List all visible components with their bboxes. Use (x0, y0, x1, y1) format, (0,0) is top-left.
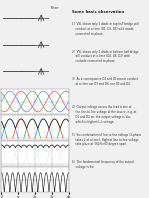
Text: Some basic observation: Some basic observation (72, 10, 124, 14)
Text: 3)  As a consequence D4 and D1cannot conduct
    at a time nor D3 and D6, nor D5: 3) As a consequence D4 and D1cannot cond… (72, 77, 138, 86)
Text: 6)  The fundamental frequency of the output
    voltage is 6w.: 6) The fundamental frequency of the outp… (72, 160, 134, 169)
Text: 5)  Six combination of line to line voltage (3-phase
    takes 2 at a time). Hig: 5) Six combination of line to line volta… (72, 133, 141, 147)
Text: 1)  VSL shows only 1 diode in top half bridge will
    conduct at a time (D1, D3: 1) VSL shows only 1 diode in top half br… (72, 22, 138, 36)
Text: 4)  Output voltage across the load is one of
    the line-to-line voltage of the: 4) Output voltage across the load is one… (72, 105, 136, 124)
Text: filter: filter (51, 6, 60, 10)
Text: 2)  VSL shows only 1 diode in bottom half bridge
    will conduct at a time (D4,: 2) VSL shows only 1 diode in bottom half… (72, 50, 138, 63)
